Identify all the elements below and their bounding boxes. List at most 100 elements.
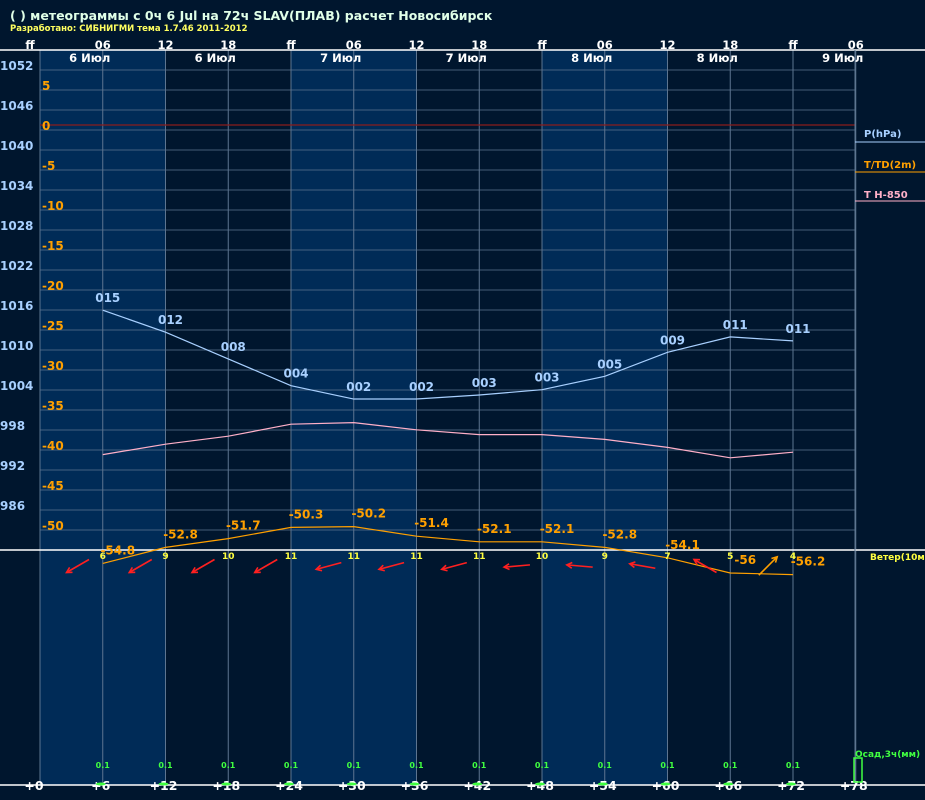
pressure-data-label: 009 xyxy=(660,333,685,347)
wind-speed-label: 9 xyxy=(162,552,168,562)
pressure-tick-label: 1052 xyxy=(0,59,33,73)
wind-speed-label: 7 xyxy=(664,552,670,562)
chart-labels: P(hPa) T/TD(2m) T H-850 Ветер(10м Осад,3ч(мм… xyxy=(95,129,925,783)
precip-label: 0.1 xyxy=(723,761,738,770)
chart-title: ( ) метеограммы с 0ч 6 Jul на 72ч SLAV(П… xyxy=(10,8,493,23)
temperature-data-label: -50.3 xyxy=(289,507,324,521)
temperature-data-label: -52.8 xyxy=(163,527,198,541)
axes: ff 06 12 18 ff 06 12 18 ff 06 12 18 ff 066 Июл 6 Июл 7 … xyxy=(0,38,925,793)
pressure-tick-label: 986 xyxy=(0,499,25,513)
wind-arrow-head xyxy=(314,564,323,572)
wind-arrow-shaft xyxy=(566,564,593,568)
top-hour-label: 18 xyxy=(220,38,236,52)
day-label: 8 Июл xyxy=(571,51,612,65)
wind-arrow xyxy=(565,561,593,569)
x-tick-label: +36 xyxy=(401,778,429,793)
precip-bar xyxy=(284,782,294,786)
precip-label: 0.1 xyxy=(472,761,487,770)
data-series xyxy=(65,309,796,786)
wind-arrow-head xyxy=(771,555,779,563)
temperature-data-label: -56.2 xyxy=(791,555,826,569)
pressure-tick-label: 1040 xyxy=(0,139,33,153)
wind-arrow-shaft xyxy=(503,564,531,568)
wind-arrow-head xyxy=(440,564,448,572)
t850-line xyxy=(102,421,794,459)
temperature-tick-label: -10 xyxy=(42,199,64,213)
wind-arrow xyxy=(377,561,405,572)
temperature-tick-label: -35 xyxy=(42,399,64,413)
x-tick-label: +30 xyxy=(338,778,366,793)
x-tick-label: +24 xyxy=(275,778,303,793)
temperature-data-label: -51.4 xyxy=(414,516,449,530)
wind-arrow xyxy=(127,558,153,574)
x-tick-label: +0 xyxy=(24,778,43,793)
wind-arrow xyxy=(502,563,531,571)
wind-arrow-shaft xyxy=(758,556,778,576)
wind-arrow-shaft xyxy=(191,558,215,574)
precip-label: 0.1 xyxy=(660,761,675,770)
top-hour-label: 12 xyxy=(659,38,675,52)
wind-arrow xyxy=(314,561,342,572)
precip-label: 0.1 xyxy=(221,761,236,770)
wind-arrow xyxy=(253,558,278,574)
precip-bar xyxy=(346,782,357,786)
x-tick-label: +60 xyxy=(652,778,680,793)
precip-bar xyxy=(597,782,608,786)
temperature-tick-label: -5 xyxy=(42,159,55,173)
day-label: 6 Июл xyxy=(195,51,236,65)
top-hour-label: ff xyxy=(788,38,798,52)
day-label: 7 Июл xyxy=(320,51,361,65)
wind-speed-label: 9 xyxy=(602,552,608,562)
top-hour-label: ff xyxy=(25,38,35,52)
day-label: 6 Июл xyxy=(69,51,110,65)
temperature-data-label: -54.1 xyxy=(665,538,700,552)
pressure-data-label: 015 xyxy=(95,291,120,305)
chart-subtitle: Разработано: СИБНИГМИ тема 1.7.46 2011-2… xyxy=(10,23,248,34)
precip-label: 0.1 xyxy=(786,761,801,770)
wind-arrow-head xyxy=(127,566,136,574)
precip-legend-box xyxy=(853,757,863,783)
wind-arrow-head xyxy=(377,564,385,572)
wind-arrow xyxy=(628,561,656,570)
top-hour-label: 12 xyxy=(408,38,424,52)
x-tick-label: +66 xyxy=(714,778,742,793)
legend-pressure: P(hPa) xyxy=(864,129,901,140)
pressure-data-label: 003 xyxy=(472,376,497,390)
wind-speed-label: 11 xyxy=(473,552,486,562)
precip-bar xyxy=(786,782,796,786)
wind-arrow-shaft xyxy=(66,558,90,574)
legend-wind: Ветер(10м xyxy=(870,553,925,563)
wind-arrow-head xyxy=(502,563,510,571)
day-label: 9 Июл xyxy=(822,51,863,65)
temperature-data-label: -52.8 xyxy=(602,527,637,541)
wind-speed-label: 5 xyxy=(727,552,733,562)
precip-label: 0.1 xyxy=(347,761,362,770)
wind-arrow-shaft xyxy=(128,558,153,574)
wind-arrow-head xyxy=(190,566,199,574)
top-hour-label: 06 xyxy=(848,38,864,52)
precip-label: 0.1 xyxy=(535,761,550,770)
temperature-tick-label: 0 xyxy=(42,119,50,133)
day-label: 7 Июл xyxy=(446,51,487,65)
temperature-data-label: -50.2 xyxy=(351,507,386,521)
top-hour-label: ff xyxy=(537,38,547,52)
legend-temperature: T/TD(2m) xyxy=(864,160,916,171)
pressure-data-label: 003 xyxy=(534,371,559,385)
precip-label: 0.1 xyxy=(158,761,173,770)
wind-speed-label: 6 xyxy=(100,552,106,562)
precip-bar xyxy=(221,782,232,786)
pressure-line xyxy=(102,309,794,400)
x-tick-label: +54 xyxy=(589,778,617,793)
wind-arrow xyxy=(440,561,468,572)
precip-bar xyxy=(95,782,106,786)
grid-lines xyxy=(39,50,857,785)
wind-arrow-head xyxy=(65,566,73,574)
pressure-data-label: 005 xyxy=(597,357,622,371)
pressure-tick-label: 1022 xyxy=(0,259,33,273)
wind-arrow-head xyxy=(253,566,261,574)
pressure-data-label: 002 xyxy=(409,380,434,394)
pressure-tick-label: 992 xyxy=(0,459,25,473)
precip-bar xyxy=(723,782,734,786)
top-hour-label: ff xyxy=(286,38,296,52)
precip-bar xyxy=(409,782,420,786)
